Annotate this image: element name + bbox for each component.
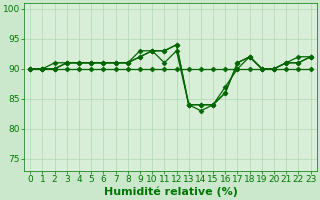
X-axis label: Humidité relative (%): Humidité relative (%) bbox=[103, 187, 237, 197]
